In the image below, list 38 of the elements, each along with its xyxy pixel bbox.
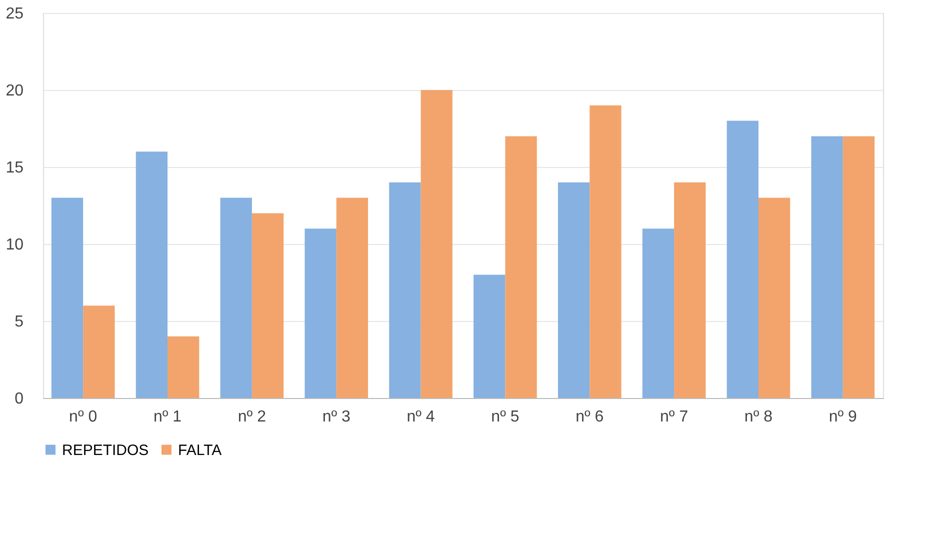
bar (590, 105, 622, 398)
bar (252, 213, 284, 398)
legend-label: REPETIDOS (62, 442, 149, 459)
y-tick-label: 15 (6, 160, 24, 176)
bar (758, 198, 790, 398)
y-tick-label: 25 (6, 6, 24, 22)
y-tick-label: 5 (14, 314, 24, 330)
legend-label: FALTA (178, 442, 222, 459)
x-tick-label: nº 7 (660, 408, 688, 426)
bar (811, 136, 843, 398)
x-tick-label: nº 0 (69, 408, 98, 426)
x-tick-label: nº 2 (238, 408, 266, 426)
bar (51, 198, 84, 398)
x-tick-label: nº 5 (491, 408, 520, 426)
bar (726, 120, 758, 398)
x-tick-label: nº 1 (153, 408, 182, 426)
x-tick-label: nº 4 (406, 408, 435, 426)
bar (220, 198, 252, 398)
bar (389, 182, 421, 398)
bar (136, 152, 168, 398)
bar (304, 228, 336, 398)
y-tick-label: 20 (6, 82, 24, 100)
bar (558, 182, 590, 398)
x-tick-label: nº 3 (322, 408, 351, 426)
bar (336, 198, 368, 398)
x-tick-label: nº 6 (576, 408, 604, 426)
bar (83, 306, 115, 398)
x-tick-label: nº 9 (828, 408, 858, 426)
bar (474, 274, 506, 398)
x-tick-label: nº 8 (744, 408, 773, 426)
bar (505, 136, 537, 398)
y-tick-label: 10 (6, 236, 24, 254)
bar (842, 136, 875, 398)
bar (674, 182, 706, 398)
y-tick-label: 0 (14, 390, 24, 408)
bar (420, 90, 452, 398)
bar (642, 228, 674, 398)
bar (168, 336, 200, 398)
